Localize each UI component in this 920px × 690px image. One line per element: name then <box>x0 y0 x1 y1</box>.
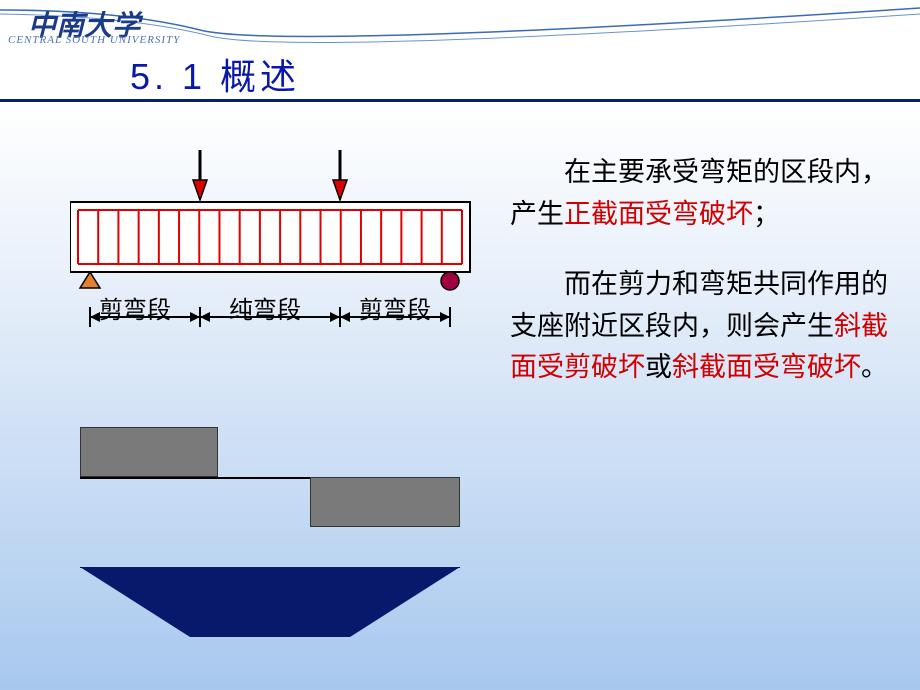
para2-post: 。 <box>861 352 888 382</box>
paragraph-1: 在主要承受弯矩的区段内，产生正截面受弯破坏； <box>510 152 890 236</box>
para2-mid: 或 <box>645 352 672 382</box>
para1-red: 正截面受弯破坏 <box>564 199 753 229</box>
moment-diagram <box>80 567 460 647</box>
segment-label-1: 剪弯段 <box>80 290 190 325</box>
shear-diagram <box>80 427 470 547</box>
para2-pre: 而在剪力和弯矩共同作用的支座附近区段内，则会产生 <box>510 269 888 341</box>
segment-label-3: 剪弯段 <box>340 290 450 325</box>
para1-post: ； <box>753 199 780 229</box>
text-column: 在主要承受弯矩的区段内，产生正截面受弯破坏； 而在剪力和弯矩共同作用的支座附近区… <box>470 142 890 652</box>
paragraph-2: 而在剪力和弯矩共同作用的支座附近区段内，则会产生斜截面受剪破坏或斜截面受弯破坏。 <box>510 264 890 390</box>
para2-red2: 斜截面受弯破坏 <box>672 352 861 382</box>
segment-label-2: 纯弯段 <box>190 290 340 325</box>
slide-header: 中南大学 CENTRAL SOUTH UNIVERSITY 5. 1 概述 <box>0 0 920 102</box>
diagram-column: 剪弯段 纯弯段 剪弯段 <box>30 142 470 652</box>
segment-labels: 剪弯段 纯弯段 剪弯段 <box>80 290 480 325</box>
slide-title: 5. 1 概述 <box>130 48 300 100</box>
university-logo-subtitle: CENTRAL SOUTH UNIVERSITY <box>8 34 180 46</box>
slide-content: 剪弯段 纯弯段 剪弯段 在主要承受弯矩的区段内，产生正截面受弯破坏； 而在剪力和… <box>0 102 920 652</box>
